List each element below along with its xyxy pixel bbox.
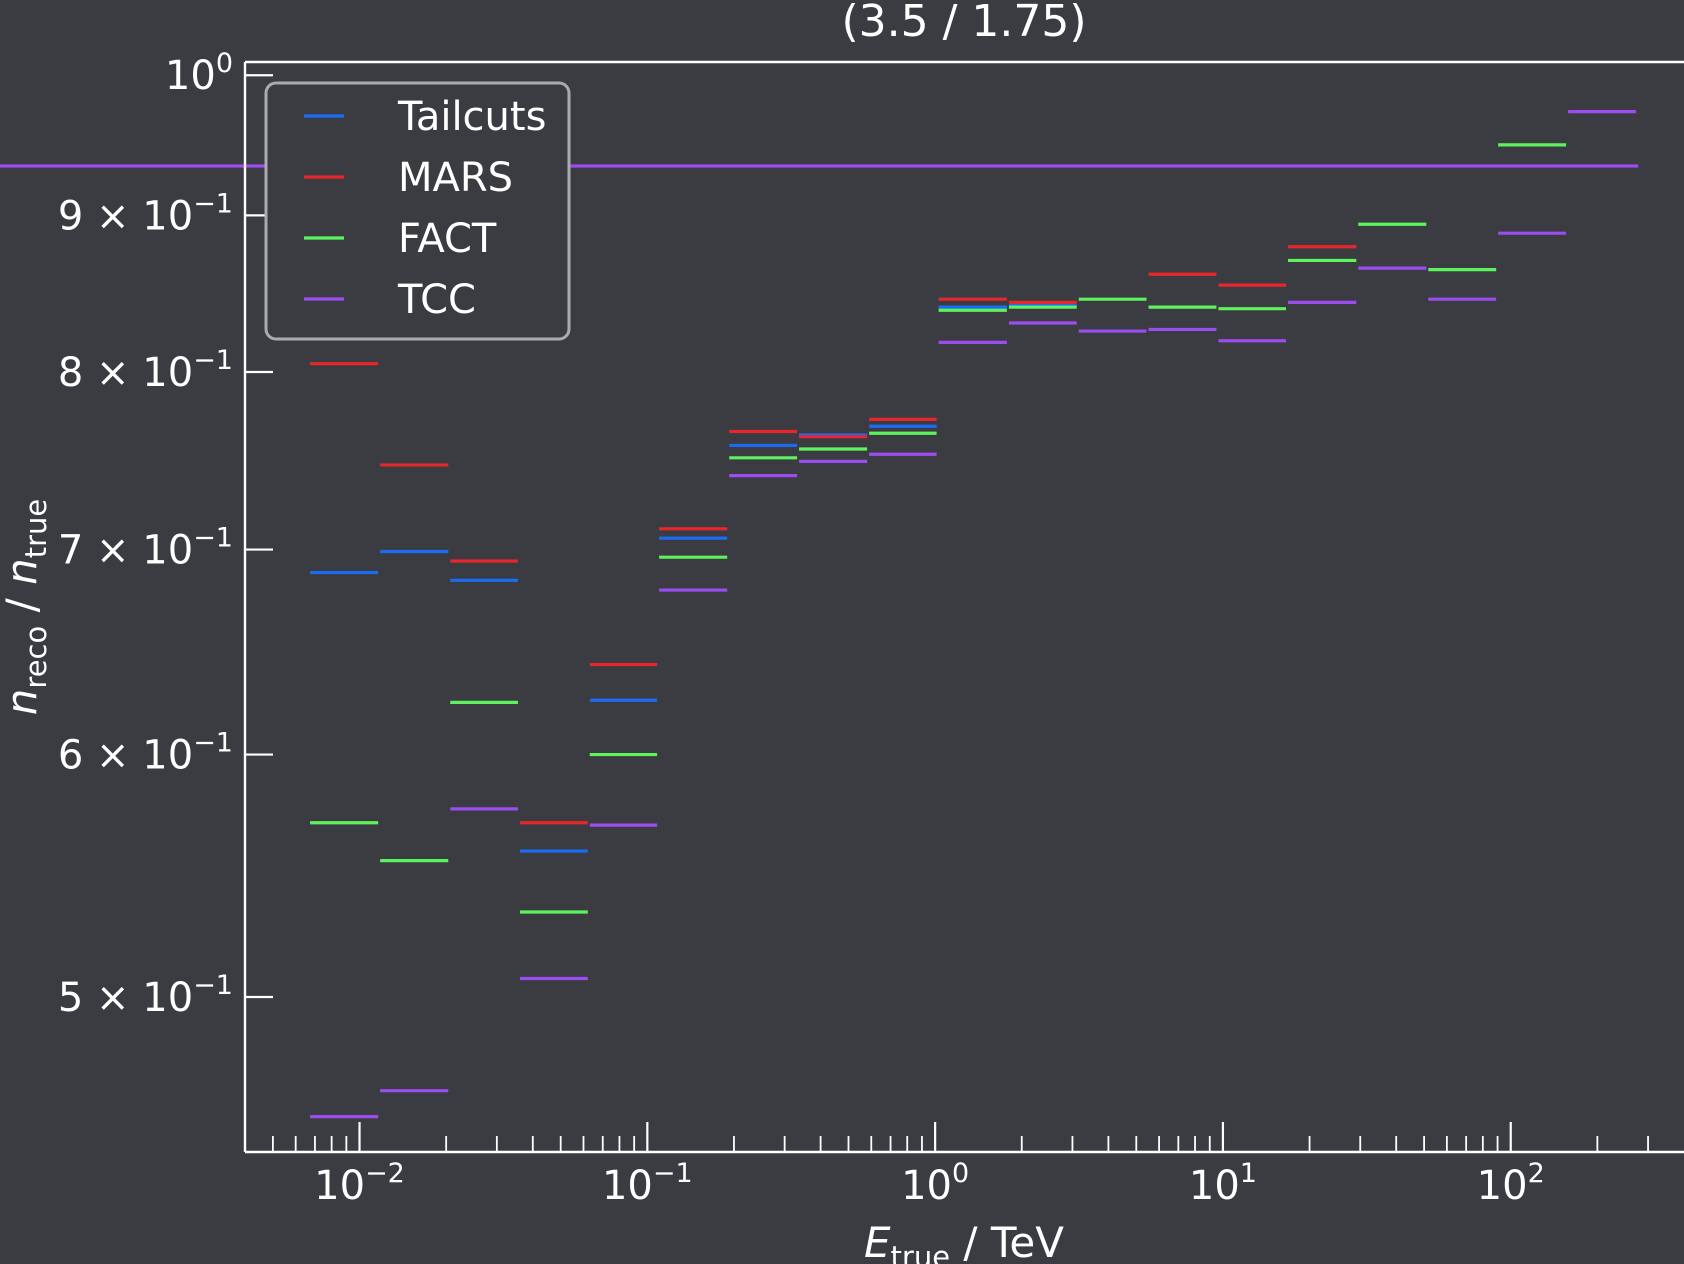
legend-frame	[264, 81, 571, 341]
y-axis-label: nreco / ntrue	[0, 499, 53, 715]
legend-label-tailcuts: Tailcuts	[397, 94, 546, 140]
y-tick-label: 9 × 10−1	[58, 188, 233, 239]
chart-title: (3.5 / 1.75)	[841, 0, 1086, 47]
legend-label-tcc: TCC	[397, 277, 476, 323]
y-tick-label: 100	[165, 48, 233, 99]
axes-layer: 10−2 10−1 100 101 102 100 9 × 10−1 8 × 10−1 7 × …	[0, 48, 1684, 1264]
data-layer	[0, 110, 1639, 1119]
x-axis-label: Etrue / TeV	[864, 1218, 1064, 1264]
y-tick-label: 6 × 10−1	[58, 728, 233, 779]
y-tick-label: 7 × 10−1	[58, 523, 233, 574]
x-tick-label: 10−2	[314, 1158, 405, 1209]
y-tick-label: 5 × 10−1	[58, 970, 233, 1021]
legend: Tailcuts MARS FACT TCC	[264, 81, 571, 341]
legend-label-fact: FACT	[398, 216, 497, 262]
x-tick-label: 10−1	[602, 1158, 693, 1209]
x-tick-label: 101	[1189, 1158, 1257, 1209]
y-tick-label: 8 × 10−1	[58, 345, 233, 396]
legend-label-mars: MARS	[398, 155, 513, 201]
x-tick-label: 102	[1477, 1158, 1545, 1209]
x-tick-label: 100	[901, 1158, 969, 1209]
